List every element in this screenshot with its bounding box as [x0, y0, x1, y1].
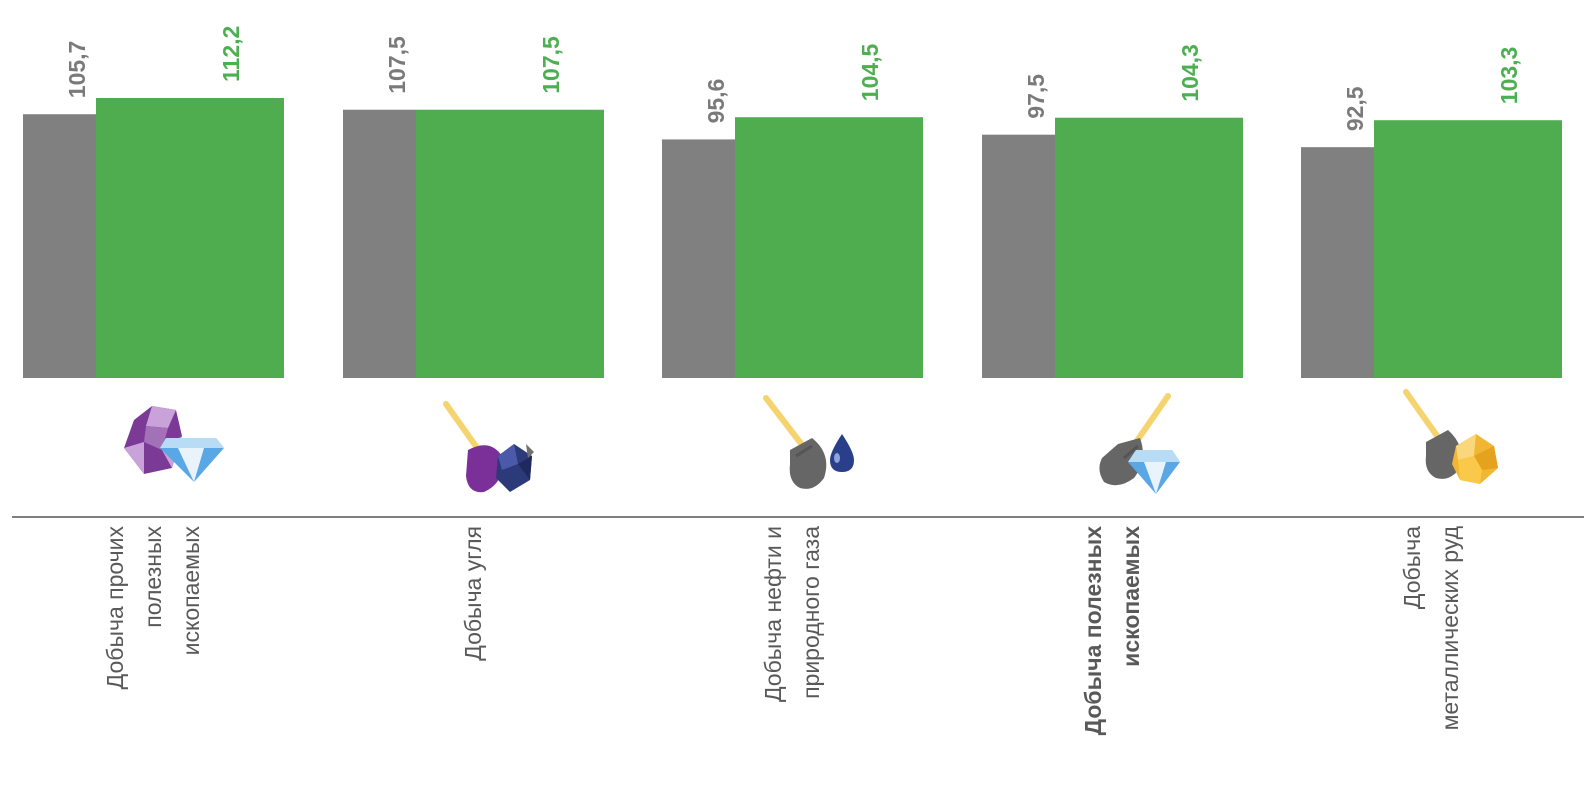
category-label-1-line-3: ископаемых [178, 526, 204, 656]
bar-prev-4 [982, 134, 1055, 378]
icons-group [124, 389, 1498, 494]
value-label-prev-5: 92,5 [1342, 86, 1368, 131]
category-label-5-line-2: металлических руд [1437, 525, 1463, 730]
bar-curr-1 [96, 98, 284, 378]
oil-drop-shovel-icon [763, 395, 854, 489]
bar-curr-5 [1374, 120, 1562, 379]
bar-prev-5 [1301, 147, 1374, 378]
bar-prev-1 [23, 114, 96, 378]
category-label-1-line-1: Добыча прочих [102, 526, 128, 690]
gemstones-icon [124, 406, 224, 482]
value-label-prev-2: 107,5 [384, 36, 410, 94]
category-label-2-line-1: Добыча угля [460, 526, 486, 661]
category-label-4-line-2: ископаемых [1118, 526, 1144, 667]
value-label-curr-5: 103,3 [1496, 47, 1522, 105]
category-label-3-line-1: Добыча нефти и [760, 526, 786, 702]
value-label-curr-3: 104,5 [857, 43, 883, 101]
bar-curr-4 [1055, 117, 1243, 379]
value-label-curr-2: 107,5 [538, 36, 564, 94]
bar-curr-2 [416, 109, 604, 378]
category-label-4-line-1: Добыча полезных [1080, 526, 1106, 736]
category-labels-group: Добыча прочих полезных ископаемых Добыча уг… [102, 525, 1463, 735]
diamond-shovel-icon [1099, 393, 1180, 494]
bar-curr-3 [735, 117, 923, 378]
value-label-curr-4: 104,3 [1177, 44, 1203, 102]
value-label-curr-1: 112,2 [218, 26, 244, 82]
gold-ore-shovel-icon [1403, 389, 1498, 484]
bar-prev-3 [662, 139, 735, 378]
category-label-1-line-2: полезных [140, 526, 166, 628]
coal-shovel-icon [443, 401, 534, 493]
category-label-3-line-2: природного газа [798, 526, 824, 699]
value-label-prev-1: 105,7 [64, 41, 90, 99]
value-label-prev-4: 97,5 [1023, 74, 1049, 119]
bar-prev-2 [343, 109, 416, 378]
bars-group [23, 98, 1562, 379]
value-label-prev-3: 95,6 [703, 79, 729, 124]
category-label-5-line-1: Добыча [1399, 526, 1425, 609]
value-labels-group: 105,7 112,2 107,5 107,5 95,6 104,5 97,5 104,3 92… [64, 26, 1522, 131]
